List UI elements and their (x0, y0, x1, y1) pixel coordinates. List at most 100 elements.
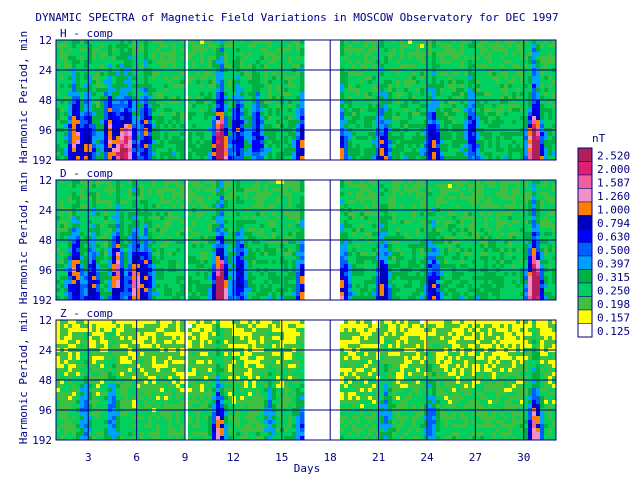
heatmap-cell (76, 236, 81, 241)
heatmap-cell (232, 292, 237, 297)
heatmap-cell (264, 88, 269, 93)
heatmap-cell (136, 112, 141, 117)
heatmap-cell (92, 196, 97, 201)
heatmap-cell (192, 156, 197, 161)
heatmap-cell (440, 148, 445, 153)
heatmap-cell (256, 236, 261, 241)
heatmap-cell (152, 156, 157, 161)
heatmap-cell (228, 296, 233, 301)
heatmap-cell (476, 100, 481, 105)
heatmap-cell (76, 132, 81, 137)
heatmap-cell (420, 80, 425, 85)
heatmap-cell (140, 140, 145, 145)
heatmap-cell (112, 248, 117, 253)
heatmap-cell (92, 224, 97, 229)
heatmap-cell (240, 184, 245, 189)
heatmap-cell (480, 44, 485, 49)
heatmap-cell (276, 76, 281, 81)
heatmap-cell (244, 60, 249, 65)
heatmap-cell (104, 276, 109, 281)
heatmap-cell (476, 108, 481, 113)
heatmap-cell (76, 184, 81, 189)
heatmap-cell (60, 60, 65, 65)
heatmap-cell (136, 288, 141, 293)
heatmap-cell (124, 56, 129, 61)
heatmap-cell (292, 120, 297, 125)
heatmap-cell (252, 104, 257, 109)
heatmap-cell (236, 272, 241, 277)
heatmap-cell (400, 112, 405, 117)
heatmap-cell (176, 248, 181, 253)
heatmap-cell (148, 84, 153, 89)
heatmap-cell (252, 196, 257, 201)
heatmap-cell (140, 132, 145, 137)
heatmap-cell (56, 220, 61, 225)
heatmap-cell (228, 272, 233, 277)
heatmap-cell (96, 120, 101, 125)
heatmap-cell (176, 192, 181, 197)
heatmap-cell (504, 80, 509, 85)
heatmap-cell (96, 244, 101, 249)
heatmap-cell (488, 156, 493, 161)
heatmap-cell (368, 112, 373, 117)
heatmap-cell (104, 196, 109, 201)
heatmap-cell (72, 272, 77, 277)
heatmap-cell (384, 152, 389, 157)
heatmap-cell (228, 220, 233, 225)
heatmap-cell (88, 60, 93, 65)
heatmap-cell (516, 92, 521, 97)
heatmap-cell (224, 72, 229, 77)
heatmap-cell (68, 272, 73, 277)
heatmap-cell (408, 140, 413, 145)
heatmap-cell (412, 152, 417, 157)
heatmap-cell (176, 112, 181, 117)
heatmap-cell (172, 148, 177, 153)
heatmap-cell (96, 200, 101, 205)
heatmap-cell (256, 240, 261, 245)
heatmap-cell (260, 180, 265, 185)
heatmap-cell (216, 108, 221, 113)
heatmap-cell (88, 132, 93, 137)
heatmap-cell (220, 40, 225, 45)
heatmap-cell (224, 216, 229, 221)
heatmap-cell (416, 156, 421, 161)
heatmap-cell (72, 280, 77, 285)
heatmap-cell (300, 100, 305, 105)
heatmap-cell (64, 48, 69, 53)
heatmap-cell (484, 148, 489, 153)
heatmap-cell (232, 80, 237, 85)
heatmap-cell (284, 96, 289, 101)
heatmap-cell (268, 152, 273, 157)
heatmap-cell (124, 88, 129, 93)
heatmap-cell (96, 88, 101, 93)
heatmap-cell (224, 48, 229, 53)
heatmap-cell (56, 156, 61, 161)
heatmap-cell (360, 88, 365, 93)
heatmap-cell (156, 140, 161, 145)
heatmap-cell (200, 48, 205, 53)
heatmap-cell (96, 156, 101, 161)
heatmap-cell (116, 284, 121, 289)
heatmap-cell (196, 92, 201, 97)
heatmap-cell (56, 88, 61, 93)
heatmap-cell (520, 52, 525, 57)
heatmap-cell (516, 96, 521, 101)
heatmap-cell (268, 124, 273, 129)
heatmap-cell (548, 132, 553, 137)
heatmap-cell (288, 120, 293, 125)
heatmap-cell (508, 140, 513, 145)
heatmap-cell (176, 48, 181, 53)
heatmap-cell (284, 132, 289, 137)
heatmap-cell (228, 244, 233, 249)
heatmap-cell (228, 104, 233, 109)
heatmap-cell (200, 200, 205, 205)
heatmap-cell (180, 144, 185, 149)
heatmap-cell (136, 200, 141, 205)
heatmap-cell (384, 52, 389, 57)
heatmap-cell (368, 60, 373, 65)
heatmap-cell (200, 144, 205, 149)
heatmap-cell (188, 212, 193, 217)
heatmap-cell (452, 136, 457, 141)
heatmap-cell (196, 56, 201, 61)
heatmap-cell (512, 76, 517, 81)
